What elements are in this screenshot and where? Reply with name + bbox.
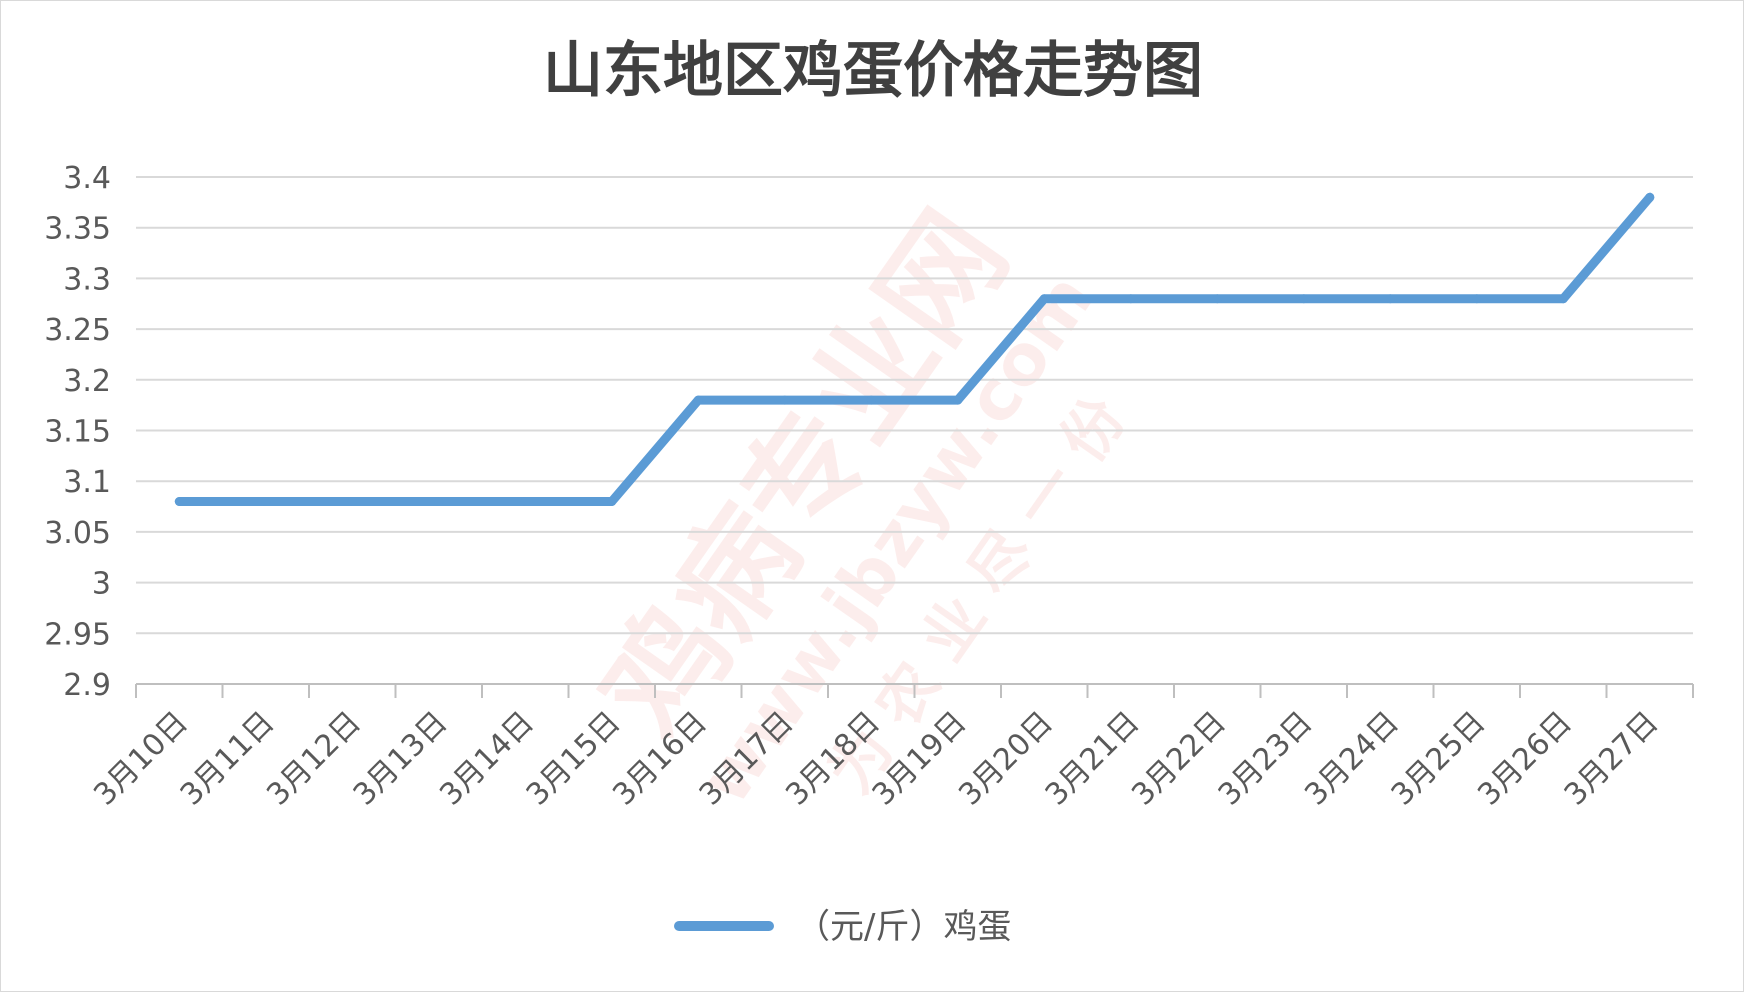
x-tick-label: 3月24日 bbox=[1298, 705, 1406, 813]
data-point bbox=[953, 395, 963, 405]
x-tick-label: 3月11日 bbox=[174, 705, 282, 813]
y-tick-label: 3.25 bbox=[44, 313, 111, 348]
x-tick-label: 3月22日 bbox=[1125, 705, 1233, 813]
y-axis-tick-labels: 2.9 2.95 3 3.05 3.1 3.15 3.2 3.25 3.3 3.35 3.4 bbox=[44, 161, 111, 703]
series-lines bbox=[174, 192, 1655, 506]
x-tick-label: 3月21日 bbox=[1039, 705, 1147, 813]
data-point bbox=[866, 395, 876, 405]
legend[interactable]: （元/斤）鸡蛋 bbox=[674, 907, 1011, 947]
x-tick-label: 3月15日 bbox=[520, 705, 628, 813]
data-point bbox=[1558, 294, 1568, 304]
y-tick-label: 2.9 bbox=[63, 668, 111, 703]
x-tick-label: 3月25日 bbox=[1385, 705, 1493, 813]
data-point bbox=[1299, 294, 1309, 304]
data-point bbox=[520, 497, 530, 506]
y-tick-label: 3 bbox=[92, 567, 111, 602]
x-tick-label: 3月12日 bbox=[260, 705, 368, 813]
legend-label: （元/斤）鸡蛋 bbox=[796, 907, 1011, 947]
y-tick-label: 3.35 bbox=[44, 212, 111, 247]
y-tick-label: 3.1 bbox=[63, 465, 111, 500]
data-point bbox=[347, 497, 357, 506]
x-tick-label: 3月14日 bbox=[433, 705, 541, 813]
gridlines bbox=[136, 176, 1693, 685]
x-tick-label: 3月26日 bbox=[1471, 705, 1579, 813]
data-point bbox=[434, 497, 444, 506]
y-tick-label: 3.05 bbox=[44, 516, 111, 551]
data-point bbox=[1212, 294, 1222, 304]
y-tick-label: 3.3 bbox=[63, 262, 111, 297]
data-point bbox=[693, 395, 703, 405]
x-tick-label: 3月10日 bbox=[87, 705, 195, 813]
data-point bbox=[261, 497, 271, 506]
y-tick-label: 3.15 bbox=[44, 415, 111, 450]
series-line bbox=[174, 192, 1655, 506]
data-point bbox=[1645, 192, 1655, 202]
data-point bbox=[174, 497, 184, 506]
x-tick-label: 3月23日 bbox=[1212, 705, 1320, 813]
data-point bbox=[607, 497, 617, 506]
x-tick-label: 3月20日 bbox=[952, 705, 1060, 813]
x-axis bbox=[135, 684, 1694, 698]
chart-title: 山东地区鸡蛋价格走势图 bbox=[543, 36, 1203, 106]
x-tick-label: 3月27日 bbox=[1558, 705, 1666, 813]
data-point bbox=[1472, 294, 1482, 304]
y-tick-label: 2.95 bbox=[44, 617, 111, 652]
data-point bbox=[1385, 294, 1395, 304]
y-tick-label: 3.2 bbox=[63, 364, 111, 399]
x-tick-label: 3月13日 bbox=[347, 705, 455, 813]
data-point bbox=[780, 395, 790, 405]
y-tick-label: 3.4 bbox=[63, 161, 111, 196]
data-point bbox=[1039, 294, 1049, 304]
data-point bbox=[1126, 294, 1136, 304]
